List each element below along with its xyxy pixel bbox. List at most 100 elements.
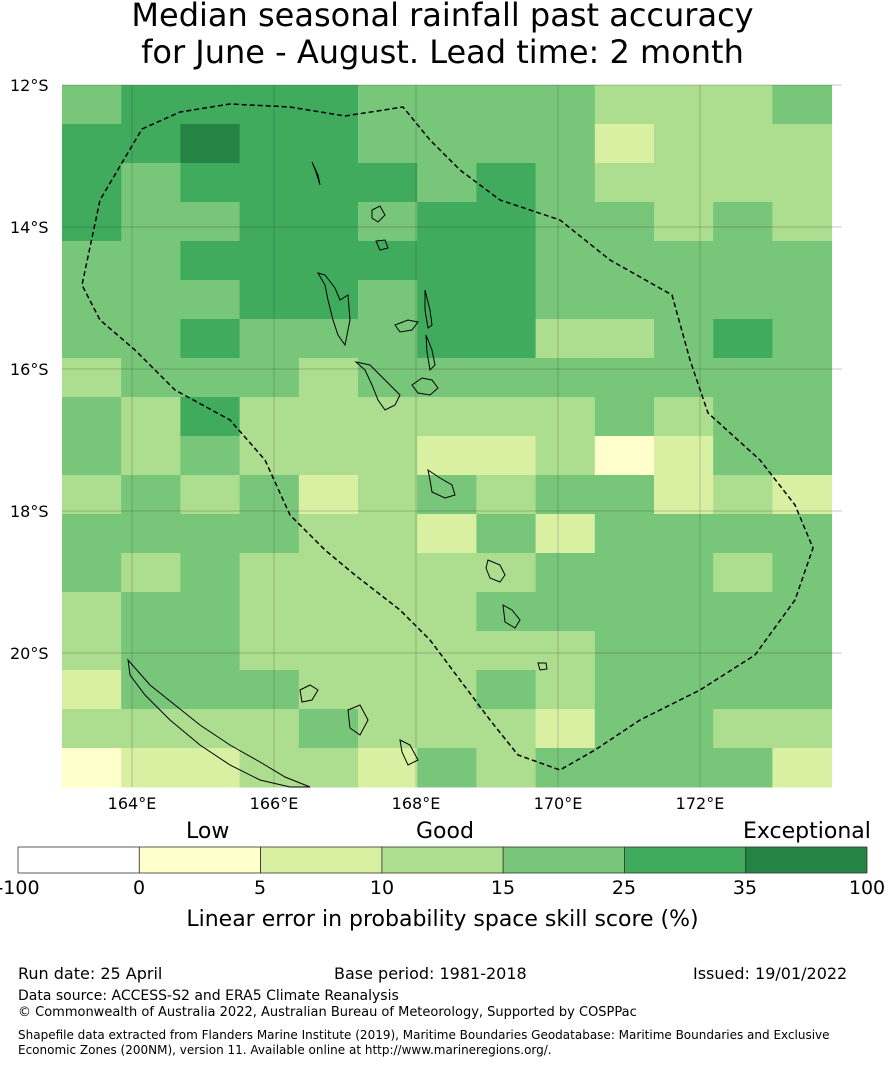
grid-cell [535,358,596,398]
grid-cell [594,319,655,359]
grid-cell [417,358,477,398]
grid-cell [417,670,477,710]
grid-cell [594,202,655,242]
grid-cell [654,670,714,710]
grid-cell [417,748,477,788]
maewo-island [424,289,433,329]
grid-cell [654,631,714,671]
lon-label: 172°E [675,794,725,813]
grid-cell [180,670,241,710]
grid-cell [594,85,655,125]
grid-cell [713,163,773,203]
malakula-island [354,361,401,411]
colorbar-tick: 10 [369,877,395,899]
grid-cell [121,475,181,515]
issued-date: Issued: 19/01/2022 [693,964,848,983]
grid-cell [121,358,181,398]
grid-cell [476,124,537,164]
colorbar-tick: 0 [132,877,146,899]
eez-boundary [81,103,814,771]
loyalty-islands [299,684,419,766]
grid-cell [772,514,833,554]
grid-cell [62,319,122,359]
grid-cell [772,670,833,710]
grid-cell [535,319,596,359]
grid-cell [654,85,714,125]
grid-cell [180,475,241,515]
grid-cell [298,397,359,437]
colorbar-bin [624,846,747,874]
grid-cell [180,748,241,788]
grid-cell [594,241,655,281]
grid-cell [62,475,122,515]
colorbar-tick: -100 [0,877,40,899]
grid-cell [772,358,833,398]
grid-cell [62,709,122,749]
grid-cell [121,280,181,320]
grid-cell [180,709,241,749]
grid-cell [535,241,596,281]
grid-cell [298,163,359,203]
grid-cell [535,592,596,632]
colorbar-tick: 100 [848,877,885,899]
grid-cell [476,85,537,125]
grid-cell [417,436,477,476]
grid-cell [62,280,122,320]
grid-cell [417,475,477,515]
grid-cell [121,319,181,359]
grid-cell [358,202,418,242]
grid-cell [417,241,477,281]
grid-cell [358,514,418,554]
shapefile-credit-line2: Economic Zones (200NM), version 11. Avai… [18,1043,552,1057]
grid-cell [180,202,241,242]
grid-cell [417,592,477,632]
colorbar-bin [17,846,140,874]
grid-cell [417,124,477,164]
efate-island [427,468,456,499]
grid-cell [180,631,241,671]
aneityum-island [537,662,548,671]
grid-cell [772,475,833,515]
grid-cell [594,748,655,788]
torres-islands [311,161,321,186]
grid-cell [62,631,122,671]
grid-cell [298,670,359,710]
grid-cell [476,436,537,476]
grid-cell [713,709,773,749]
grid-cell [594,124,655,164]
grid-cell [594,709,655,749]
lat-label: 12°S [10,76,49,95]
grid-cell [62,748,122,788]
grid-cell [535,631,596,671]
grid-cell [298,202,359,242]
lat-label: 18°S [10,502,49,521]
grid-cell [713,397,773,437]
grid-cell [298,592,359,632]
grid-cell [180,592,241,632]
grid-cell [417,709,477,749]
erromango-island [485,559,506,583]
grid-cell [535,709,596,749]
grid-cell [594,592,655,632]
grid-cell [298,553,359,593]
grid-cell [62,436,122,476]
grid-cell [298,709,359,749]
grid-cell [121,631,181,671]
grid-cell [121,709,181,749]
grid-cell [654,592,714,632]
grid-cell [476,202,537,242]
ambae-island [394,319,419,333]
grid-cell [239,709,300,749]
lat-label: 16°S [10,360,49,379]
grid-cell [535,514,596,554]
grid-cell [772,241,833,281]
grid-cell [239,592,300,632]
grid-cell [476,319,537,359]
grid-cell [239,319,300,359]
grid-cell [476,163,537,203]
grid-cell [713,748,773,788]
grid-cell [535,124,596,164]
lon-label: 168°E [391,794,441,813]
grid-cell [417,163,477,203]
